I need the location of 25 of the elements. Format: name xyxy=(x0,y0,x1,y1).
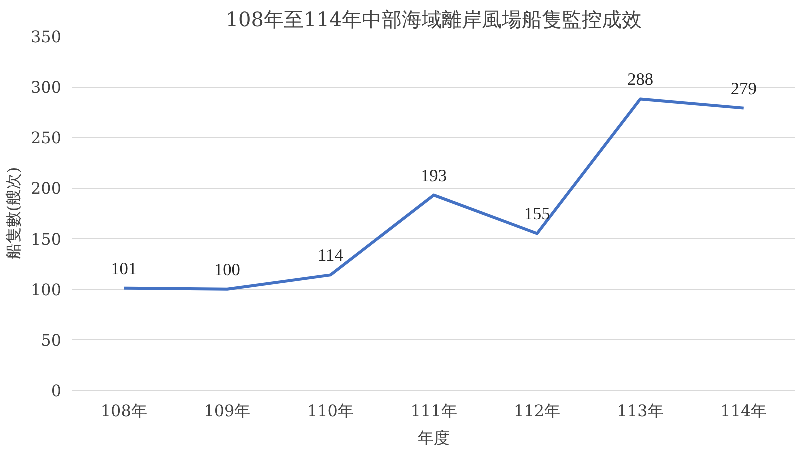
x-tick-label: 113年 xyxy=(617,402,664,420)
y-tick-label: 0 xyxy=(51,382,62,400)
data-label: 114 xyxy=(318,246,344,266)
x-tick-label: 112年 xyxy=(514,402,561,420)
data-label: 193 xyxy=(421,166,448,186)
data-label: 101 xyxy=(111,259,138,278)
y-tick-label: 50 xyxy=(41,330,62,350)
y-tick-label: 100 xyxy=(30,280,62,300)
y-axis-title: 船隻數(艘次) xyxy=(4,167,23,260)
y-tick-label: 300 xyxy=(30,78,62,98)
x-tick-label: 108年 xyxy=(100,402,148,420)
x-tick-label: 114年 xyxy=(720,402,768,420)
x-axis-title: 年度 xyxy=(418,428,450,448)
y-tick-label: 150 xyxy=(30,230,62,249)
data-label: 288 xyxy=(628,70,654,90)
y-tick-label: 200 xyxy=(30,179,62,198)
data-label: 100 xyxy=(214,260,240,280)
data-label: 279 xyxy=(730,79,757,98)
chart-title: 108年至114年中部海域離岸風場船隻監控成效 xyxy=(226,8,642,32)
y-tick-label: 350 xyxy=(30,28,62,46)
x-tick-label: 109年 xyxy=(204,402,251,420)
y-tick-label: 250 xyxy=(30,128,62,148)
x-tick-label: 110年 xyxy=(307,402,354,420)
x-tick-label: 111年 xyxy=(410,402,458,420)
data-label: 155 xyxy=(524,204,550,224)
